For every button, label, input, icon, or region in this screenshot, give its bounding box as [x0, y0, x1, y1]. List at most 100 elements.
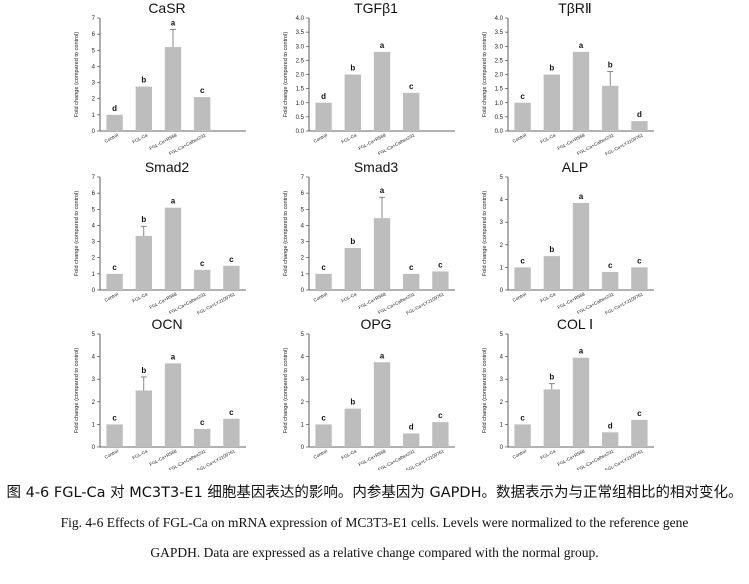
significance-label: d: [637, 110, 642, 119]
bar: [135, 86, 152, 131]
y-tick-label: 5: [301, 207, 305, 213]
bar: [631, 121, 648, 131]
y-tick-label: 5: [92, 48, 96, 54]
significance-label: c: [608, 261, 613, 270]
x-tick-label: Control: [104, 291, 119, 302]
significance-label: a: [579, 41, 584, 50]
y-tick-label: 5: [500, 332, 504, 338]
x-tick-label: Control: [313, 448, 328, 459]
y-tick-label: 1: [500, 265, 504, 271]
y-tick-label: 6: [301, 191, 305, 197]
significance-label: c: [637, 256, 642, 265]
significance-label: a: [380, 351, 385, 360]
significance-label: d: [112, 104, 117, 113]
bar: [135, 235, 152, 290]
y-tick-label: 2.5: [296, 58, 305, 64]
y-tick-label: 4: [500, 355, 504, 361]
significance-label: c: [112, 263, 117, 272]
bar: [543, 256, 560, 290]
y-tick-label: 3.0: [296, 44, 305, 50]
y-tick-label: 4: [301, 355, 305, 361]
y-tick-label: 7: [92, 175, 96, 181]
y-axis-label: Fold change (compared to control): [74, 191, 80, 277]
significance-label: c: [438, 260, 443, 269]
y-tick-label: 5: [301, 332, 305, 338]
y-tick-label: 4.0: [495, 16, 504, 22]
bar: [572, 202, 590, 290]
chart-title: TβRⅡ: [558, 0, 592, 16]
y-tick-label: 1: [92, 113, 96, 119]
y-tick-label: 3: [301, 240, 305, 246]
y-tick-label: 2: [301, 256, 305, 262]
y-tick-label: 7: [301, 175, 305, 181]
x-tick-label: FGL-Ca: [539, 448, 556, 460]
bar: [543, 74, 560, 131]
y-tick-label: 4.0: [296, 16, 305, 22]
significance-label: c: [200, 418, 205, 427]
significance-label: a: [579, 192, 584, 201]
y-axis-label: Fold change (compared to control): [482, 191, 488, 277]
chart-title: COL Ⅰ: [557, 316, 593, 332]
y-tick-label: 5: [500, 175, 504, 181]
significance-label: c: [229, 408, 234, 417]
significance-label: c: [112, 413, 117, 422]
y-tick-label: 2.5: [495, 58, 504, 64]
chart-title: OCN: [151, 316, 182, 332]
x-tick-label: Control: [512, 448, 527, 459]
y-tick-label: 0: [92, 445, 96, 451]
chart-title: CaSR: [148, 0, 185, 16]
bar: [194, 428, 211, 447]
bar: [403, 92, 420, 131]
bar: [164, 207, 182, 290]
significance-label: a: [380, 186, 385, 195]
significance-label: c: [200, 259, 205, 268]
x-tick-label: Control: [104, 448, 119, 459]
significance-label: c: [321, 263, 326, 272]
y-tick-label: 1.0: [296, 101, 305, 107]
x-tick-label: FGL-Ca: [131, 291, 148, 303]
y-tick-label: 6: [92, 32, 96, 38]
y-tick-label: 0: [92, 129, 96, 135]
bar: [106, 114, 123, 131]
significance-label: c: [409, 82, 414, 91]
bar: [602, 432, 619, 447]
bar: [344, 74, 361, 131]
chart-title: Smad2: [145, 159, 190, 175]
chart-panel-6: OCN Fold change (compared to control) 0 1 2 3…: [74, 316, 246, 470]
bar: [194, 97, 211, 131]
bar: [223, 265, 240, 290]
chart-panel-7: OPG Fold change (compared to control) 0 1 2 3…: [283, 316, 455, 470]
bar: [602, 271, 619, 290]
y-tick-label: 1: [92, 422, 96, 428]
bar: [344, 408, 361, 447]
significance-label: c: [200, 86, 205, 95]
significance-label: d: [608, 421, 613, 430]
y-tick-label: 3: [500, 377, 504, 383]
bar: [315, 273, 332, 290]
x-tick-label: FGL-Ca: [340, 132, 357, 144]
caption-english-line2: GAPDH. Data are expressed as a relative …: [150, 545, 599, 560]
chart-panel-3: Smad2 Fold change (compared to control) 0 1…: [74, 159, 246, 316]
chart-title: Smad3: [354, 159, 399, 175]
y-tick-label: 3: [301, 377, 305, 383]
bar: [403, 433, 420, 447]
chart-panel-1: TGFβ1 Fold change (compared to control) 0.…: [283, 0, 455, 156]
bar: [631, 267, 648, 290]
x-tick-label: Control: [512, 132, 527, 143]
significance-label: b: [350, 398, 355, 407]
y-axis-label: Fold change (compared to control): [283, 32, 289, 118]
significance-label: b: [141, 215, 146, 224]
bar: [514, 424, 531, 447]
chart-title: ALP: [562, 159, 588, 175]
bar: [194, 269, 211, 290]
y-tick-label: 1.0: [495, 101, 504, 107]
y-tick-label: 2: [92, 256, 96, 262]
significance-label: c: [520, 413, 525, 422]
significance-label: b: [141, 76, 146, 85]
x-tick-label: FGL-Ca: [131, 132, 148, 144]
bar: [432, 422, 449, 447]
y-axis-label: Fold change (compared to control): [482, 348, 488, 434]
significance-label: b: [549, 245, 554, 254]
y-tick-label: 0.5: [296, 115, 305, 121]
y-tick-label: 5: [92, 332, 96, 338]
